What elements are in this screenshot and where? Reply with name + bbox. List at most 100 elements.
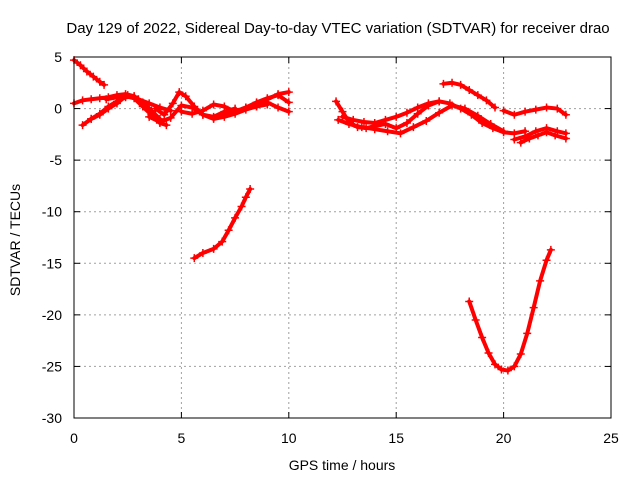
data-point <box>460 104 469 113</box>
data-point <box>491 360 500 369</box>
data-point <box>381 115 390 124</box>
data-point <box>435 97 444 106</box>
chart-title: Day 129 of 2022, Sidereal Day-to-day VTE… <box>66 20 609 37</box>
data-point <box>160 110 169 119</box>
data-point <box>523 329 532 338</box>
series-arc-1 <box>70 56 109 89</box>
data-point <box>424 99 433 108</box>
data-point <box>241 193 250 202</box>
data-point <box>218 237 227 246</box>
data-point <box>334 115 343 124</box>
data-point <box>198 248 207 257</box>
data-point <box>188 109 197 118</box>
series-arc-13 <box>338 97 444 128</box>
data-point <box>561 110 570 119</box>
x-tick-label: 15 <box>388 430 404 446</box>
data-point <box>284 107 293 116</box>
data-point <box>220 110 229 119</box>
x-tick-labels: 0 5 10 15 20 25 <box>70 430 619 446</box>
data-point <box>123 91 132 100</box>
data-point <box>263 98 272 107</box>
data-point <box>499 106 508 115</box>
data-point <box>252 102 261 111</box>
data-point <box>87 114 96 123</box>
data-point <box>448 101 457 110</box>
data-point <box>546 245 555 254</box>
data-point <box>344 120 353 129</box>
data-point <box>439 79 448 88</box>
data-point <box>274 103 283 112</box>
data-point <box>486 120 495 129</box>
data-point <box>145 99 154 108</box>
series-line <box>254 100 291 114</box>
data-point <box>359 117 368 126</box>
data-point <box>370 125 379 134</box>
plot-frame <box>73 56 612 419</box>
series-arc-15 <box>439 78 500 112</box>
data-point <box>402 119 411 128</box>
data-point <box>284 98 293 107</box>
data-point <box>209 244 218 253</box>
data-point <box>177 107 186 116</box>
y-tick-label: -20 <box>42 307 62 323</box>
data-point <box>473 111 482 120</box>
data-series <box>70 56 570 375</box>
data-point <box>491 103 500 112</box>
data-point <box>510 110 519 119</box>
series-line <box>340 99 442 126</box>
data-point <box>95 77 104 86</box>
y-tick-label: -15 <box>42 255 62 271</box>
data-point <box>510 362 519 371</box>
data-point <box>138 102 147 111</box>
data-point <box>542 128 551 137</box>
data-point <box>284 88 293 97</box>
data-point <box>332 97 341 106</box>
data-point <box>465 86 474 95</box>
data-point <box>484 349 493 358</box>
data-point <box>529 303 538 312</box>
data-point <box>448 78 457 87</box>
data-point <box>542 256 551 265</box>
data-point <box>435 108 444 117</box>
data-point <box>155 117 164 126</box>
data-point <box>409 123 418 132</box>
data-point <box>531 105 540 114</box>
data-point <box>553 104 562 113</box>
data-point <box>104 104 113 113</box>
data-point <box>102 95 111 104</box>
data-point <box>497 365 506 374</box>
y-tick-label: 0 <box>54 101 62 117</box>
data-point <box>503 366 512 375</box>
data-point <box>231 213 240 222</box>
data-point <box>190 102 199 111</box>
x-axis-label: GPS time / hours <box>289 457 396 473</box>
data-point <box>471 316 480 325</box>
data-point <box>499 127 508 136</box>
data-point <box>349 115 358 124</box>
data-point <box>198 106 207 115</box>
data-point <box>246 185 255 194</box>
data-point <box>78 121 87 130</box>
data-point <box>482 96 491 105</box>
data-point <box>145 112 154 121</box>
data-point <box>478 333 487 342</box>
data-point <box>95 110 104 119</box>
data-point <box>473 91 482 100</box>
y-tick-label: -25 <box>42 358 62 374</box>
data-point <box>531 127 540 136</box>
data-point <box>536 276 545 285</box>
data-point <box>510 135 519 144</box>
y-tick-label: 5 <box>54 49 62 65</box>
series-arc-11 <box>190 185 255 263</box>
x-tick-label: 5 <box>178 430 186 446</box>
data-point <box>551 131 560 140</box>
x-tick-label: 10 <box>281 430 297 446</box>
data-point <box>274 91 283 100</box>
data-point <box>209 100 218 109</box>
data-point <box>162 121 171 130</box>
data-point <box>224 226 233 235</box>
axis-ticks <box>73 56 612 419</box>
series-arc-16 <box>499 103 570 119</box>
data-point <box>151 104 160 113</box>
data-point <box>112 93 121 102</box>
